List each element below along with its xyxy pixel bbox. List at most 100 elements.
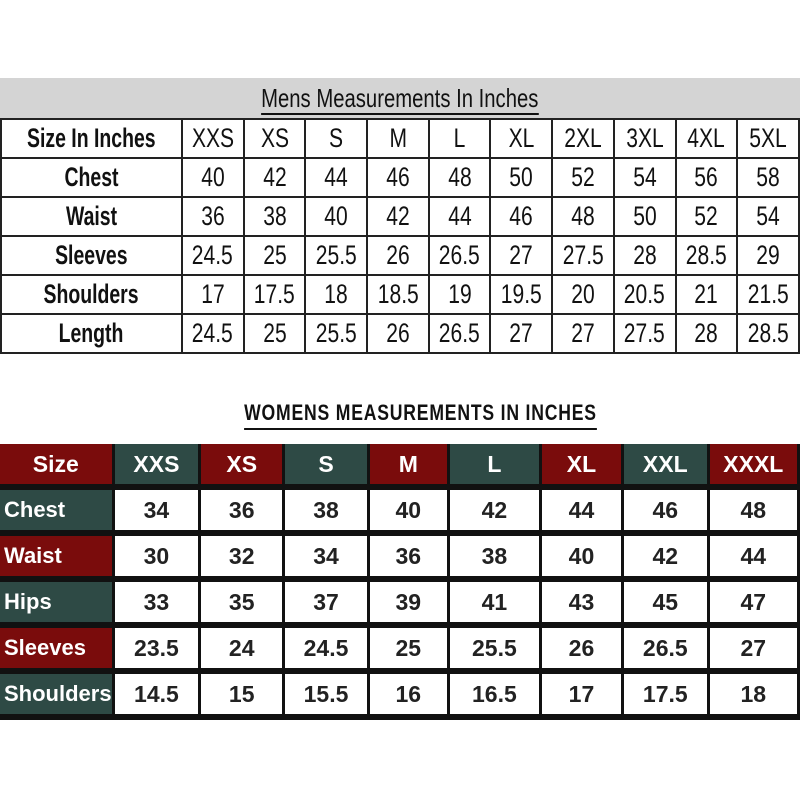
womens-cell: 35 bbox=[201, 582, 286, 628]
mens-cell-text: 36 bbox=[200, 201, 225, 231]
mens-cell: 38 bbox=[242, 196, 307, 237]
mens-cell: 19 bbox=[427, 274, 492, 315]
mens-size-header: XL bbox=[489, 118, 554, 159]
mens-cell-text: 26 bbox=[386, 318, 410, 348]
mens-cell: 40 bbox=[180, 157, 245, 198]
mens-cell-text: 21 bbox=[694, 279, 719, 309]
mens-cell-text: 42 bbox=[386, 201, 410, 231]
mens-size-header-text: XS bbox=[260, 123, 289, 153]
mens-cell: 50 bbox=[489, 157, 554, 198]
womens-cell: 16 bbox=[369, 674, 450, 720]
mens-cell-text: 48 bbox=[571, 201, 595, 231]
mens-size-header: 2XL bbox=[551, 118, 615, 159]
womens-size-header: M bbox=[369, 444, 450, 490]
mens-cell: 24.5 bbox=[180, 235, 245, 276]
mens-cell-text: 38 bbox=[262, 201, 287, 231]
mens-cell-text: 46 bbox=[509, 201, 534, 231]
mens-cell-text: 44 bbox=[447, 201, 472, 231]
womens-cell: 47 bbox=[709, 582, 800, 628]
mens-cell-text: 19 bbox=[447, 279, 472, 309]
mens-size-header: 3XL bbox=[612, 118, 677, 159]
mens-cell: 46 bbox=[366, 157, 430, 198]
womens-size-header: XL bbox=[542, 444, 624, 490]
mens-cell-text: 21.5 bbox=[747, 279, 789, 309]
womens-cell: 34 bbox=[285, 536, 370, 582]
mens-row-label: Waist bbox=[0, 196, 183, 237]
mens-cell-text: 42 bbox=[262, 162, 287, 192]
womens-cell: 39 bbox=[369, 582, 450, 628]
womens-cell: 48 bbox=[709, 490, 800, 536]
mens-cell-text: 27 bbox=[509, 318, 534, 348]
mens-row-label-text: Shoulders bbox=[43, 279, 139, 309]
mens-cell: 18 bbox=[304, 274, 369, 315]
mens-cell: 25.5 bbox=[304, 235, 369, 276]
womens-cell: 24.5 bbox=[285, 628, 370, 674]
mens-cell: 27 bbox=[489, 313, 554, 354]
mens-cell-text: 28 bbox=[632, 240, 657, 270]
mens-cell: 19.5 bbox=[489, 274, 554, 315]
mens-cell-text: 28.5 bbox=[747, 318, 789, 348]
mens-size-header: S bbox=[304, 118, 369, 159]
mens-cell: 56 bbox=[674, 157, 739, 198]
womens-cell: 44 bbox=[709, 536, 800, 582]
mens-size-header-text: 3XL bbox=[625, 123, 664, 153]
mens-row-label-text: Waist bbox=[65, 201, 117, 231]
womens-cell: 16.5 bbox=[449, 674, 542, 720]
mens-cell-text: 25 bbox=[262, 240, 287, 270]
womens-row-chest: Chest 34 36 38 40 42 44 46 48 bbox=[0, 490, 800, 536]
womens-cell: 32 bbox=[201, 536, 286, 582]
mens-cell-text: 44 bbox=[324, 162, 348, 192]
mens-cell: 28.5 bbox=[736, 313, 800, 354]
womens-cell: 23.5 bbox=[114, 628, 202, 674]
womens-cell: 40 bbox=[542, 536, 624, 582]
mens-cell-text: 40 bbox=[324, 201, 348, 231]
mens-size-header: 5XL bbox=[736, 118, 800, 159]
mens-cell: 27 bbox=[489, 235, 554, 276]
womens-row-label: Chest bbox=[0, 490, 115, 536]
womens-cell: 38 bbox=[285, 490, 370, 536]
mens-row-length: Length 24.5 25 25.5 26 26.5 27 27 27.5 28 28.5 bbox=[0, 313, 800, 354]
mens-cell: 29 bbox=[736, 235, 800, 276]
womens-row-label: Waist bbox=[0, 536, 115, 582]
mens-cell: 26 bbox=[366, 313, 430, 354]
womens-size-header: XS bbox=[201, 444, 286, 490]
womens-size-table: Size XXS XS S M L XL XXL XXXL Chest 34 36 38 40 42 44 46… bbox=[0, 444, 800, 720]
mens-row-label: Length bbox=[0, 313, 183, 354]
womens-row-label: Sleeves bbox=[0, 628, 115, 674]
mens-row-label-text: Sleeves bbox=[55, 240, 128, 270]
mens-cell: 44 bbox=[304, 157, 369, 198]
womens-cell: 17 bbox=[542, 674, 624, 720]
womens-cell: 38 bbox=[449, 536, 542, 582]
womens-size-header: L bbox=[449, 444, 542, 490]
mens-cell: 27.5 bbox=[551, 235, 615, 276]
mens-row-label-text: Length bbox=[58, 318, 124, 348]
mens-cell: 27.5 bbox=[612, 313, 677, 354]
womens-cell: 42 bbox=[449, 490, 542, 536]
mens-cell: 28 bbox=[674, 313, 739, 354]
womens-cell: 37 bbox=[285, 582, 370, 628]
mens-cell-text: 26 bbox=[386, 240, 410, 270]
mens-cell-text: 17.5 bbox=[254, 279, 296, 309]
womens-cell: 18 bbox=[709, 674, 800, 720]
mens-cell: 42 bbox=[366, 196, 430, 237]
mens-cell-text: 18.5 bbox=[377, 279, 419, 309]
mens-size-header-text: M bbox=[389, 123, 407, 153]
mens-cell: 27 bbox=[551, 313, 615, 354]
mens-size-header: L bbox=[427, 118, 492, 159]
mens-title: Mens Measurements In Inches bbox=[0, 78, 800, 118]
mens-cell: 52 bbox=[674, 196, 739, 237]
womens-cell: 41 bbox=[449, 582, 542, 628]
mens-cell-text: 27.5 bbox=[624, 318, 666, 348]
womens-cell: 17.5 bbox=[623, 674, 710, 720]
mens-row-sleeves: Sleeves 24.5 25 25.5 26 26.5 27 27.5 28 28.5 29 bbox=[0, 235, 800, 276]
mens-row-label: Shoulders bbox=[0, 274, 183, 315]
mens-cell-text: 29 bbox=[756, 240, 780, 270]
womens-title-text: WOMENS MEASUREMENTS IN INCHES bbox=[243, 400, 597, 430]
mens-cell-text: 52 bbox=[571, 162, 595, 192]
womens-cell: 33 bbox=[114, 582, 202, 628]
mens-size-header-text: 2XL bbox=[564, 123, 602, 153]
mens-cell: 26.5 bbox=[427, 313, 492, 354]
mens-cell-text: 58 bbox=[756, 162, 780, 192]
womens-cell: 24 bbox=[201, 628, 286, 674]
womens-row-sleeves: Sleeves 23.5 24 24.5 25 25.5 26 26.5 27 bbox=[0, 628, 800, 674]
